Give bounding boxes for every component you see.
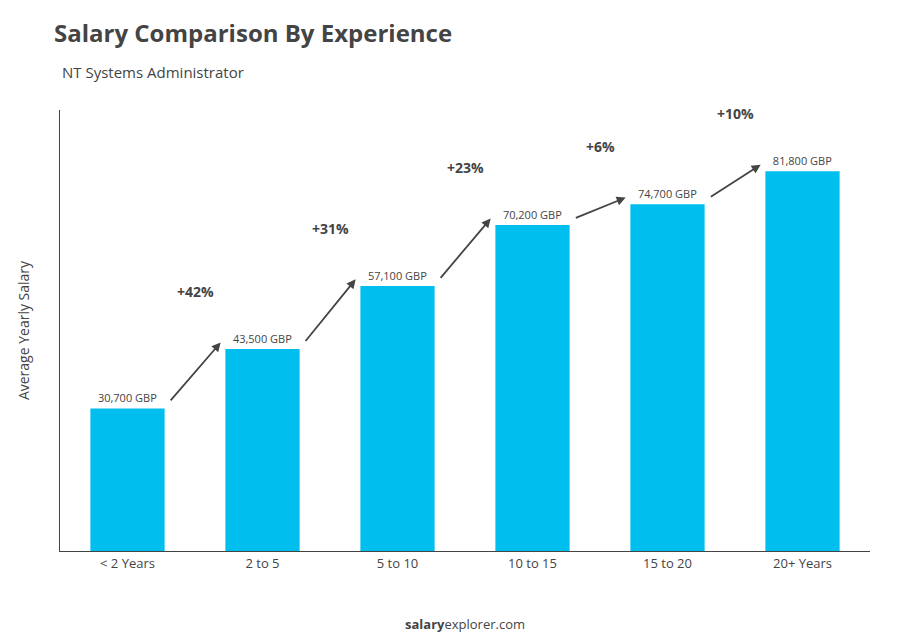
- svg-text:5 to 10: 5 to 10: [377, 554, 419, 572]
- svg-text:+6%: +6%: [586, 137, 615, 156]
- svg-text:43,500 GBP: 43,500 GBP: [233, 331, 292, 346]
- svg-text:30,700 GBP: 30,700 GBP: [98, 390, 157, 405]
- svg-text:+42%: +42%: [177, 282, 214, 301]
- svg-text:81,800 GBP: 81,800 GBP: [773, 153, 832, 168]
- svg-text:Average Yearly Salary: Average Yearly Salary: [14, 260, 33, 400]
- svg-text:10 to 15: 10 to 15: [508, 554, 557, 572]
- svg-text:20+ Years: 20+ Years: [773, 554, 832, 572]
- svg-text:70,200 GBP: 70,200 GBP: [503, 207, 562, 222]
- svg-text:2 to 5: 2 to 5: [245, 554, 279, 572]
- svg-text:+23%: +23%: [447, 158, 484, 177]
- svg-text:< 2 Years: < 2 Years: [100, 554, 155, 572]
- svg-text:57,100 GBP: 57,100 GBP: [368, 268, 427, 283]
- svg-text:salaryexplorer.com: salaryexplorer.com: [405, 615, 525, 633]
- svg-text:Salary Comparison By Experienc: Salary Comparison By Experience: [54, 16, 452, 49]
- svg-text:+10%: +10%: [717, 104, 754, 123]
- svg-text:15 to 20: 15 to 20: [643, 554, 692, 572]
- svg-text:+31%: +31%: [312, 219, 349, 238]
- svg-text:74,700 GBP: 74,700 GBP: [638, 186, 697, 201]
- svg-text:NT Systems Administrator: NT Systems Administrator: [62, 62, 244, 82]
